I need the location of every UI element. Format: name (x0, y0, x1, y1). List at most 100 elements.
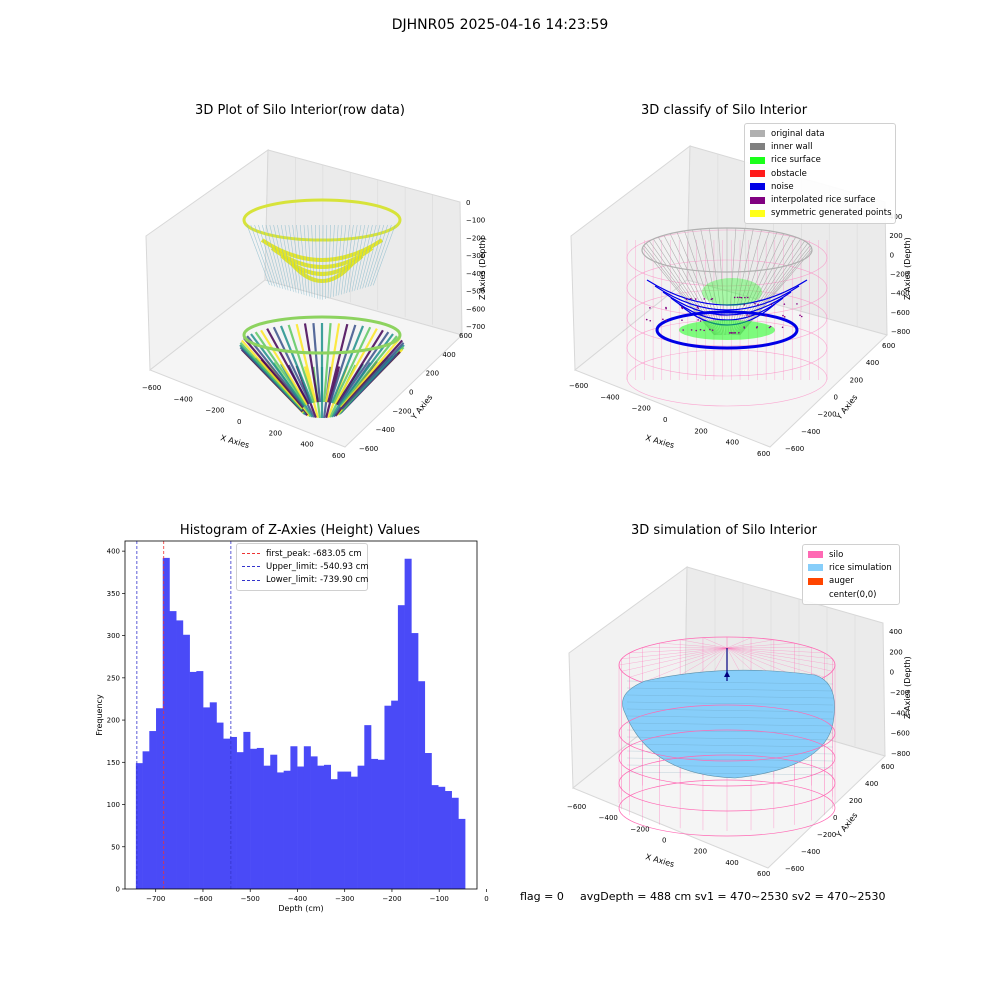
histogram-bar (223, 738, 231, 889)
surface-mesh-line (626, 764, 834, 769)
histogram-bar (411, 633, 419, 889)
histogram-bar (344, 771, 352, 889)
interpolated-point (770, 303, 773, 306)
inner-point-line (288, 224, 300, 294)
inner-point-line (346, 224, 358, 294)
surface-mesh-line (626, 750, 834, 755)
x-tick-label: 400 (300, 441, 313, 449)
y-tick-label: −600 (359, 445, 378, 453)
silo-roof-line (680, 639, 728, 649)
inner-point-line (280, 224, 294, 292)
surface-mesh-line (626, 743, 834, 748)
surface-mesh-line (626, 729, 834, 734)
histogram-bar (256, 747, 264, 889)
inner-point-line (318, 224, 321, 300)
z-tick-label: 0 (466, 199, 470, 207)
inner-point-line (296, 224, 305, 295)
interpolated-point (769, 325, 772, 328)
histogram-bar (216, 722, 224, 889)
surface-mesh-line (626, 687, 834, 692)
histogram-bar (250, 748, 258, 889)
legend-item-auger: auger (808, 575, 894, 588)
inner-point-line (292, 224, 302, 295)
histogram-bar (371, 758, 379, 889)
panel2-legend: original data inner wall rice surface ob… (744, 123, 896, 225)
wall-line (684, 230, 721, 336)
inner-point-line (367, 224, 388, 287)
z-tick-label: −800 (891, 750, 910, 758)
histogram-bar (142, 751, 150, 889)
y-tick-label: 150 (107, 759, 120, 767)
y-tick-label: 200 (850, 376, 863, 384)
inner-point-line (327, 224, 331, 299)
surface-mesh-line (626, 708, 834, 713)
point-column (335, 329, 384, 406)
histogram-bar (303, 746, 311, 889)
legend-item-lower-limit: Lower_limit: -739.90 cm (242, 574, 368, 587)
surface-mesh-line (626, 715, 834, 720)
histogram-legend: first_peak: -683.05 cm Upper_limit: -540… (236, 543, 369, 591)
inner-point-line (356, 224, 373, 290)
silo-roof-line (726, 647, 836, 666)
histogram-bar (243, 731, 251, 889)
y-tick-label: 600 (881, 763, 894, 771)
wall-line (733, 230, 770, 336)
y-tick-label: −400 (801, 848, 820, 856)
panel4-3d-plot: −600 −400 −200 0 200 400 600 −600 −400 −200 0 200 4… (567, 566, 912, 878)
interpolated-point (730, 332, 733, 334)
point-column (337, 331, 390, 406)
z-tick-label: −800 (891, 328, 910, 336)
legend-item-upper-limit: Upper_limit: -540.93 cm (242, 560, 369, 573)
silo-ring (618, 704, 836, 762)
panel4-rice-surface (622, 648, 835, 779)
interpolated-point (649, 319, 652, 322)
point-column (332, 326, 372, 405)
interpolated-point (696, 306, 699, 308)
histogram-bar (196, 671, 204, 889)
interpolated-point (748, 315, 750, 318)
inner-point-line (311, 224, 316, 298)
z-tick-label: −400 (890, 290, 909, 298)
y-tick-label: 400 (865, 780, 878, 788)
inner-point-line (333, 224, 339, 297)
point-column (272, 326, 312, 405)
inner-point-line (299, 224, 308, 296)
interpolated-point (800, 315, 803, 318)
x-tick-label: 600 (757, 870, 770, 878)
inner-point-line (254, 224, 276, 287)
interpolated-point (665, 306, 667, 309)
wall-line (717, 228, 726, 336)
x-tick-label: 600 (757, 450, 770, 458)
interpolated-point (694, 298, 697, 300)
center-marker (724, 671, 730, 677)
silo-roof-line (618, 647, 728, 666)
interpolated-point (740, 296, 743, 299)
point-column (303, 323, 319, 403)
silo-roof-line (726, 647, 825, 678)
z-tick-label: 400 (889, 628, 902, 636)
point-column (334, 328, 378, 405)
y-tick-label: −400 (376, 426, 395, 434)
inner-point-line (284, 224, 297, 293)
inner-point-line (349, 224, 362, 293)
x-tick-label: 0 (484, 895, 488, 903)
inner-point-line (362, 224, 381, 289)
legend-item-original-data: original data (750, 127, 890, 140)
inner-point-line (273, 224, 289, 291)
y-tick-label: 250 (107, 674, 120, 682)
histogram-xlabel: Depth (cm) (278, 904, 323, 913)
interpolated-point (781, 326, 784, 329)
surface-mesh-line (626, 771, 834, 776)
y-tick-label: 0 (833, 814, 837, 822)
surface-mesh-line (626, 757, 834, 762)
panel2-classified-points (641, 227, 813, 350)
x-tick-label: −200 (205, 407, 224, 415)
point-column (341, 341, 405, 410)
histogram-bar (397, 605, 405, 889)
histogram-bar (431, 785, 439, 889)
silo-roof-line (629, 647, 728, 654)
surface-mesh-line (626, 701, 834, 706)
z-tick-label: −700 (466, 323, 485, 331)
point-column (240, 339, 304, 410)
histogram-bar (229, 736, 237, 889)
